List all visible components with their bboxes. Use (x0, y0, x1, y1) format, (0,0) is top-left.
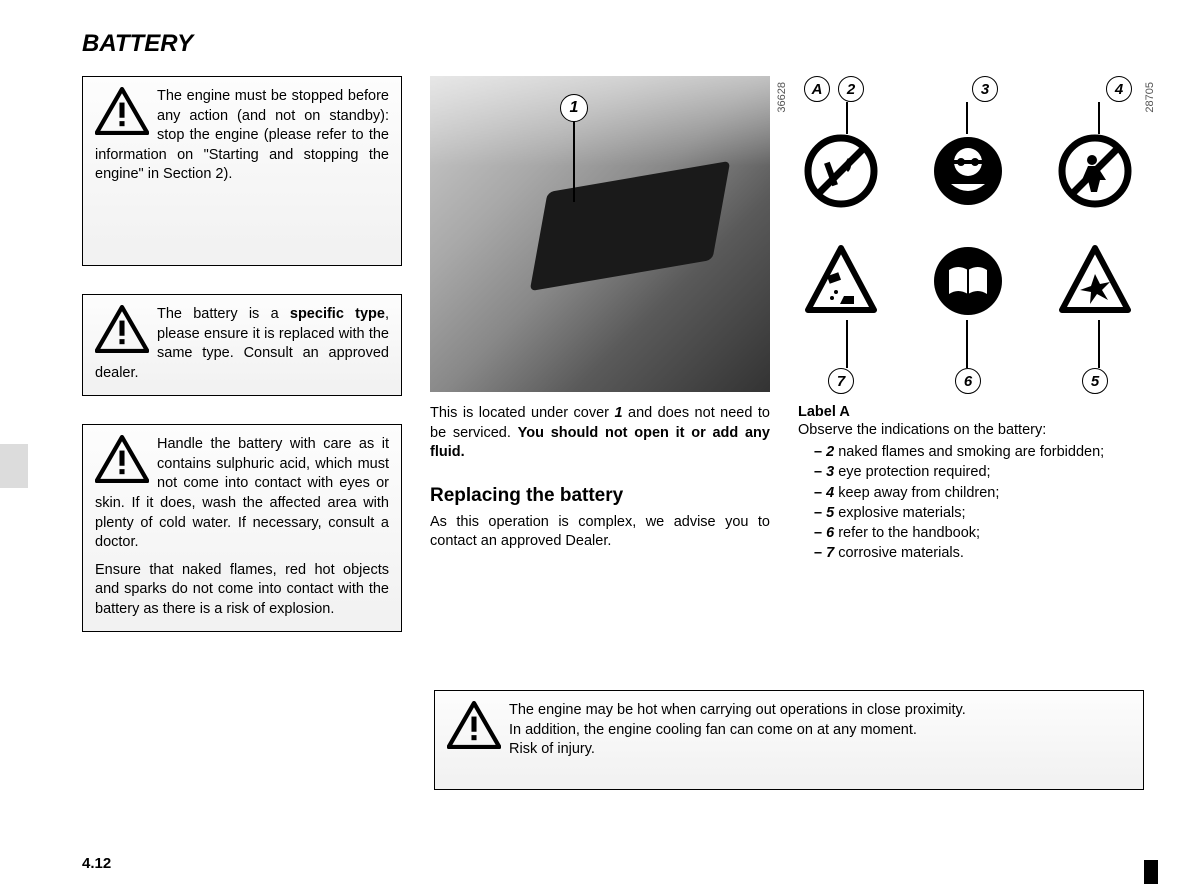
replacing-body: As this operation is complex, we advise … (430, 513, 770, 552)
side-tab (0, 444, 28, 488)
callout-4: 4 (1106, 76, 1132, 102)
warning-triangle-icon (95, 305, 149, 353)
page-title: BATTERY (82, 30, 1142, 58)
warning-text: Ensure that naked flames, red hot object… (95, 561, 389, 620)
photo-wrapper: 1 36628 (430, 76, 770, 392)
callout-6: 6 (955, 368, 981, 394)
callout-2: 2 (838, 76, 864, 102)
warning-triangle-icon (95, 87, 149, 135)
columns: The engine must be stopped before any ac… (82, 76, 1142, 632)
right-column: A 2 3 4 (798, 76, 1138, 632)
callout-A: A (804, 76, 830, 102)
diagram-bottom-labels: 7 6 5 (798, 368, 1138, 394)
manual-page: BATTERY The engine must be stopped befor… (82, 30, 1142, 860)
bottom-warning-box: The engine may be hot when carrying out … (434, 690, 1144, 790)
page-number: 4.12 (82, 855, 111, 872)
left-column: The engine must be stopped before any ac… (82, 76, 402, 632)
photo-callout-1: 1 (560, 94, 588, 202)
diagram-row-bottom-icons (798, 244, 1138, 318)
diagram-row-top-icons (798, 134, 1138, 208)
list-item: 5 explosive materials; (798, 503, 1138, 523)
replacing-heading: Replacing the battery (430, 485, 770, 507)
label-a-intro: Observe the indications on the battery: (798, 422, 1138, 438)
label-a-list: 2 naked flames and smoking are forbidden… (798, 442, 1138, 564)
diagram-top-labels: A 2 3 4 (798, 76, 1138, 102)
list-item: 7 corrosive materials. (798, 543, 1138, 563)
photo-caption: This is located under cover 1 and does n… (430, 404, 770, 463)
corner-mark (1144, 860, 1158, 884)
image-code: 36628 (776, 82, 788, 113)
center-column: 1 36628 This is located under cover 1 an… (430, 76, 770, 632)
label-a-title: Label A (798, 404, 1138, 420)
warning-box-specific-type: The battery is a specific type, please e… (82, 294, 402, 396)
safety-label-diagram: A 2 3 4 (798, 76, 1138, 392)
warning-box-sulphuric-acid: Handle the battery with care as it conta… (82, 424, 402, 632)
diagram-wrapper: A 2 3 4 (798, 76, 1138, 392)
image-code: 28705 (1144, 82, 1156, 113)
engine-bay-photo: 1 (430, 76, 770, 392)
warning-text: The engine may be hot when carrying out … (447, 701, 1131, 760)
callout-5: 5 (1082, 368, 1108, 394)
callout-7: 7 (828, 368, 854, 394)
warning-triangle-icon (447, 701, 501, 749)
list-item: 2 naked flames and smoking are forbidden… (798, 442, 1138, 462)
list-item: 4 keep away from children; (798, 483, 1138, 503)
explosive-icon (1058, 244, 1132, 318)
eye-protection-icon (931, 134, 1005, 208)
read-manual-icon (931, 244, 1005, 318)
callout-bubble: 1 (560, 94, 588, 122)
list-item: 3 eye protection required; (798, 462, 1138, 482)
list-item: 6 refer to the handbook; (798, 523, 1138, 543)
keep-from-children-icon (1058, 134, 1132, 208)
no-flames-icon (804, 134, 878, 208)
callout-3: 3 (972, 76, 998, 102)
corrosive-icon (804, 244, 878, 318)
warning-triangle-icon (95, 435, 149, 483)
warning-box-stop-engine: The engine must be stopped before any ac… (82, 76, 402, 266)
